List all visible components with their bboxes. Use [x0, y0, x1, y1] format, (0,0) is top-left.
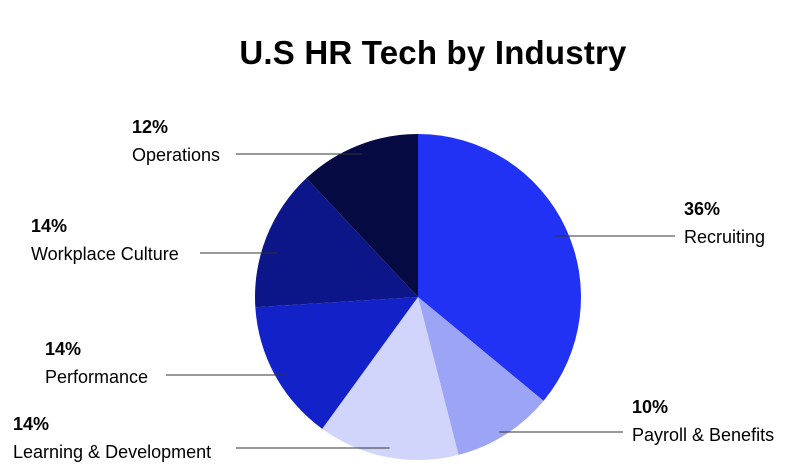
slice-label-payroll-and-benefits: Payroll & Benefits: [632, 425, 774, 445]
slice-percent-payroll-and-benefits: 10%: [632, 397, 668, 417]
slice-label-operations: Operations: [132, 145, 220, 165]
chart-title: U.S HR Tech by Industry: [239, 34, 627, 71]
slice-learning-and-development: [322, 297, 459, 461]
slice-recruiting: [418, 134, 581, 401]
slice-workplace-culture: [254, 178, 418, 308]
slice-percent-learning-and-development: 14%: [13, 414, 49, 434]
slice-percent-recruiting: 36%: [684, 199, 720, 219]
slice-operations: [306, 134, 418, 297]
slice-performance: [255, 297, 418, 429]
pie-slices: [254, 134, 581, 461]
slice-label-workplace-culture: Workplace Culture: [31, 244, 179, 264]
slice-payroll-and-benefits: [418, 297, 544, 455]
slice-label-performance: Performance: [45, 367, 148, 387]
slice-labels: 36% Recruiting 10% Payroll & Benefits 14% Lea…: [13, 117, 774, 462]
slice-percent-operations: 12%: [132, 117, 168, 137]
slice-percent-performance: 14%: [45, 339, 81, 359]
slice-label-learning-and-development: Learning & Development: [13, 442, 211, 462]
slice-percent-workplace-culture: 14%: [31, 216, 67, 236]
slice-label-recruiting: Recruiting: [684, 227, 765, 247]
